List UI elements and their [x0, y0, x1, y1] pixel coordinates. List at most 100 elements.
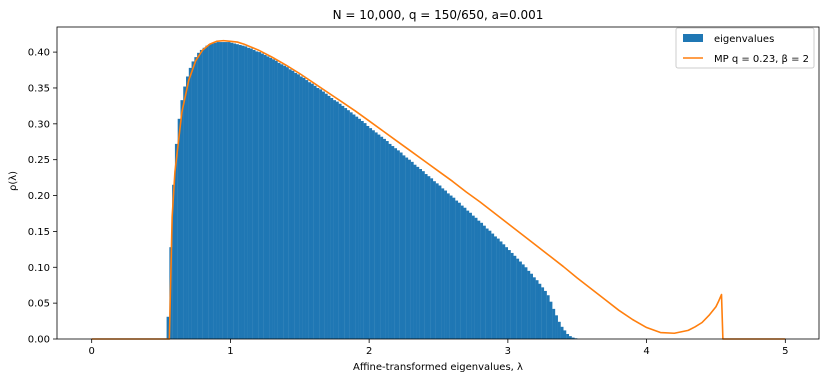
histogram-bar [327, 95, 331, 339]
histogram-bar [244, 46, 248, 340]
histogram-bar [180, 100, 184, 339]
histogram-bar [480, 222, 484, 339]
histogram-bar [291, 70, 295, 339]
histogram-bar [527, 270, 531, 339]
y-axis-label: ρ(λ) [8, 171, 19, 191]
histogram-bar [269, 57, 273, 340]
histogram-bar [493, 236, 497, 339]
histogram-bar [546, 295, 550, 339]
histogram-bar [471, 215, 475, 339]
x-tick-label: 1 [227, 346, 233, 357]
histogram-bar [349, 112, 353, 339]
histogram-bar [541, 287, 545, 339]
histogram-bar [227, 42, 231, 340]
histogram-bar [247, 47, 250, 340]
histogram-bar [421, 171, 425, 339]
histogram-bar [346, 110, 350, 339]
histogram-bar [383, 138, 386, 339]
histogram-bar [197, 52, 201, 339]
histogram-bar [513, 255, 517, 339]
histogram-bar [571, 337, 575, 339]
histogram-bar [283, 65, 287, 339]
histogram-bar [413, 164, 417, 339]
histogram-bar [191, 61, 195, 340]
histogram-bar [371, 130, 375, 339]
histogram-bar [205, 45, 209, 340]
x-axis-label: Affine-transformed eigenvalues, λ [353, 362, 523, 373]
histogram-bar [358, 118, 361, 339]
histogram-bar [557, 321, 561, 339]
histogram-bar [335, 101, 339, 339]
histogram-bar [374, 132, 378, 339]
histogram-bar [210, 43, 214, 339]
histogram-bar [460, 205, 464, 339]
histogram-bar [302, 77, 306, 340]
histogram-bar [505, 247, 509, 339]
y-tick-label: 0.00 [28, 335, 50, 346]
x-tick-label: 3 [505, 346, 511, 357]
histogram-bar [202, 47, 206, 340]
histogram-bar [427, 176, 431, 339]
histogram-bar [402, 155, 406, 339]
y-tick-label: 0.15 [28, 227, 50, 238]
histogram-bar [230, 42, 234, 339]
histogram-bar [560, 326, 564, 339]
histogram-bar [258, 52, 262, 339]
histogram-bar [330, 98, 334, 339]
histogram-bar [233, 43, 237, 339]
histogram-bar [488, 230, 492, 339]
legend-label-eigenvalues: eigenvalues [714, 34, 774, 45]
histogram-bar [419, 169, 422, 339]
histogram-bar [263, 54, 267, 339]
histogram-bar [216, 42, 220, 340]
mp-curve [91, 39, 786, 340]
histogram-bar [410, 161, 414, 339]
histogram-bar [266, 56, 270, 339]
histogram-bar [172, 184, 176, 339]
histogram-bar [188, 67, 192, 339]
histogram-bar [452, 197, 456, 339]
histogram-bar [399, 152, 403, 339]
histogram-bar [538, 283, 542, 339]
histogram-bar [186, 76, 189, 340]
histogram-bar [388, 143, 392, 339]
plot-area-border [56, 26, 820, 340]
histogram-bar [224, 42, 228, 340]
histogram-bar [530, 273, 533, 339]
histogram-bar [288, 69, 292, 339]
chart-title: N = 10,000, q = 150/650, a=0.001 [333, 8, 544, 22]
histogram-bar [377, 134, 381, 339]
histogram-bar [310, 83, 314, 339]
histogram-bar [552, 308, 556, 339]
histogram-bar [524, 267, 528, 339]
histogram-bar [502, 244, 506, 339]
mp-curve-layer [91, 39, 786, 340]
histogram-bar [355, 116, 359, 339]
histogram-bar [366, 125, 370, 339]
histogram-bar [260, 53, 264, 339]
x-axis-ticks: 0 1 2 3 4 5 [88, 339, 789, 357]
histogram-bar [532, 277, 536, 339]
histogram-bar [474, 217, 478, 339]
y-tick-label: 0.10 [28, 263, 50, 274]
histogram-bar [316, 87, 320, 339]
histogram-bar [338, 103, 342, 340]
y-tick-label: 0.40 [28, 48, 50, 59]
histogram-bar [432, 181, 436, 339]
histogram-bar [430, 178, 434, 339]
histogram-bar [563, 330, 567, 339]
histogram-bar [457, 202, 461, 339]
histogram-bar [510, 252, 514, 339]
histogram-bar [363, 123, 367, 339]
histogram-bar [566, 333, 570, 339]
histogram-bar [424, 174, 428, 339]
histogram-bar [352, 114, 356, 339]
histogram-bar [208, 44, 212, 340]
histogram-bar [385, 141, 389, 339]
histogram-bar [305, 80, 309, 339]
histogram-bar [507, 250, 511, 339]
histogram-bar [272, 59, 275, 339]
histogram-bar [199, 49, 203, 339]
histogram-bar [277, 62, 281, 340]
